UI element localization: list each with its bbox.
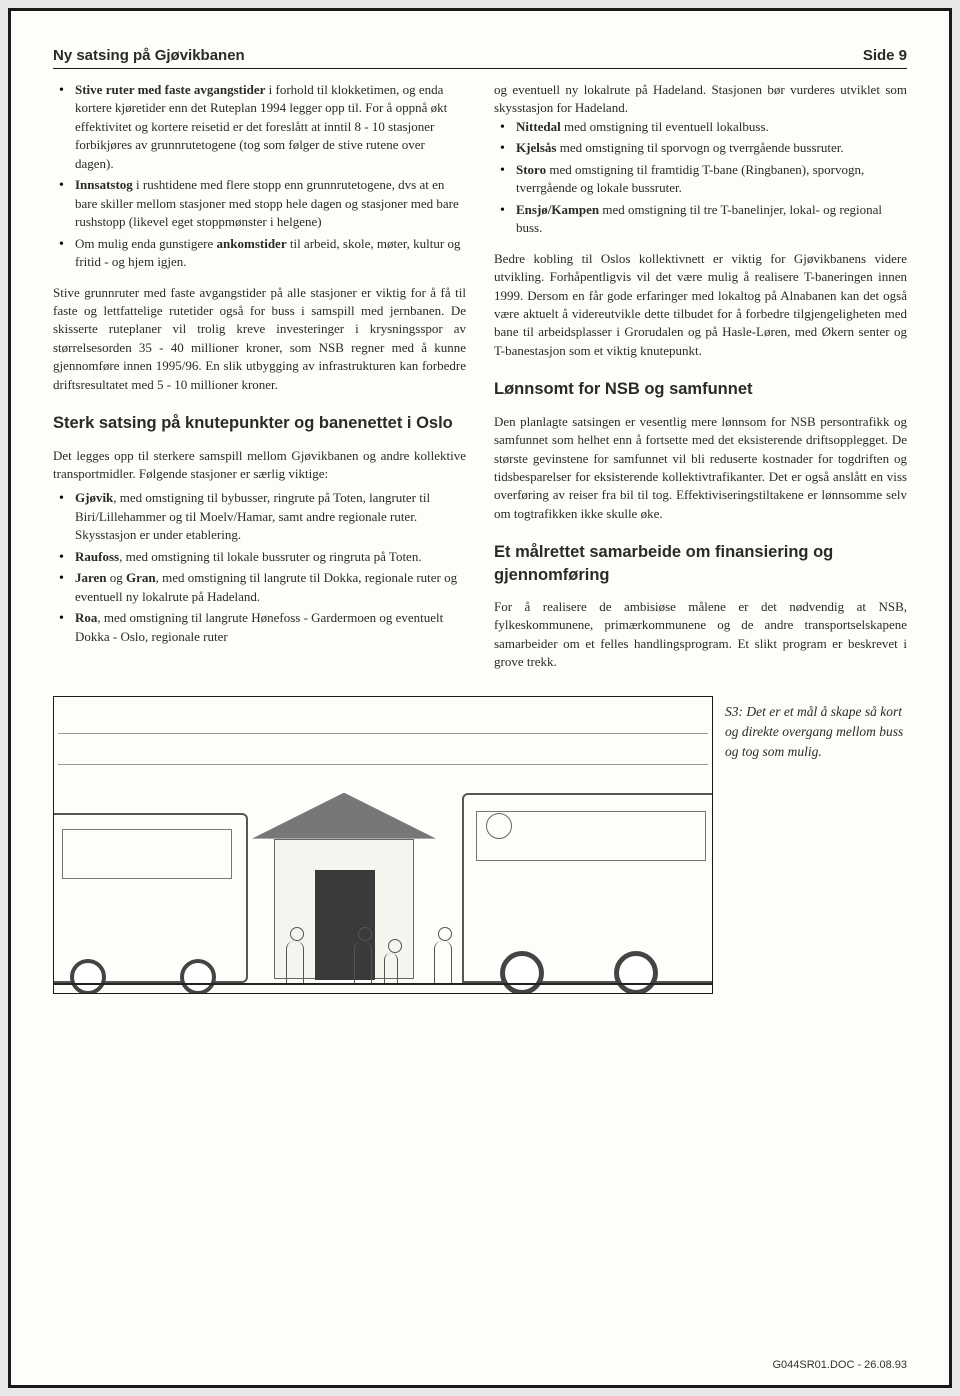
- right-paragraph-1: Bedre kobling til Oslos kollektivnett er…: [494, 250, 907, 361]
- bullet-item: Jaren og Gran, med omstigning til langru…: [53, 569, 466, 606]
- heading-lonnsomt: Lønnsomt for NSB og samfunnet: [494, 378, 907, 400]
- top-bullet-list: Stive ruter med faste avgangstider i for…: [53, 81, 466, 272]
- person-sketch: [354, 941, 372, 983]
- bus-wheel: [70, 959, 106, 994]
- right-paragraph-3: For å realisere de ambisiøse målene er d…: [494, 598, 907, 672]
- footer-doc-code: G044SR01.DOC - 26.08.93: [772, 1359, 907, 1371]
- header-title: Ny satsing på Gjøvikbanen: [53, 47, 245, 64]
- person-sketch: [434, 941, 452, 983]
- left-paragraph-1: Stive grunnruter med faste avgangstider …: [53, 284, 466, 395]
- shelter-roof: [252, 793, 436, 839]
- bullet-item: Kjelsås med omstigning til sporvogn og t…: [494, 139, 907, 157]
- figure-caption: S3: Det er et mål å skape så kort og dir…: [725, 696, 907, 994]
- person-sketch: [384, 953, 398, 983]
- platform-line: [54, 983, 712, 985]
- illustration-bus-train: [53, 696, 713, 994]
- train-sketch: [462, 793, 713, 983]
- header-page-number: Side 9: [863, 47, 907, 64]
- bus-window: [62, 829, 232, 879]
- train-window: [476, 811, 706, 861]
- bus-wheel: [180, 959, 216, 994]
- body-columns: Stive ruter med faste avgangstider i for…: [53, 81, 907, 684]
- bullet-item: Storo med omstigning til framtidig T-ban…: [494, 161, 907, 198]
- heading-samarbeide: Et målrettet samarbeide om finansiering …: [494, 541, 907, 586]
- bullet-item: Roa, med omstigning til langrute Hønefos…: [53, 609, 466, 646]
- bullet-item: Raufoss, med omstigning til lokale bussr…: [53, 548, 466, 566]
- bus-sketch: [53, 813, 248, 983]
- figure-row: S3: Det er et mål å skape så kort og dir…: [53, 696, 907, 994]
- bullet-item: Gjøvik, med omstigning til bybusser, rin…: [53, 489, 466, 544]
- page-header: Ny satsing på Gjøvikbanen Side 9: [53, 47, 907, 69]
- right-continuation: og eventuell ny lokalrute på Hadeland. S…: [494, 81, 907, 118]
- left-paragraph-2: Det legges opp til sterkere samspill mel…: [53, 447, 466, 484]
- oslo-bullet-list: Nittedal med omstigning til eventuell lo…: [494, 118, 907, 238]
- right-column: og eventuell ny lokalrute på Hadeland. S…: [494, 81, 907, 684]
- overhead-wires: [58, 733, 708, 765]
- person-sketch: [286, 941, 304, 983]
- page: Ny satsing på Gjøvikbanen Side 9 Stive r…: [8, 8, 952, 1388]
- train-wheel: [614, 951, 658, 994]
- right-paragraph-2: Den planlagte satsingen er vesentlig mer…: [494, 413, 907, 524]
- heading-knutepunkter: Sterk satsing på knutepunkter og banenet…: [53, 412, 466, 434]
- bullet-item: Stive ruter med faste avgangstider i for…: [53, 81, 466, 173]
- train-driver: [486, 813, 512, 839]
- left-column: Stive ruter med faste avgangstider i for…: [53, 81, 466, 684]
- bullet-item: Ensjø/Kampen med omstigning til tre T-ba…: [494, 201, 907, 238]
- bullet-item: Om mulig enda gunstigere ankomstider til…: [53, 235, 466, 272]
- station-bullet-list: Gjøvik, med omstigning til bybusser, rin…: [53, 489, 466, 646]
- bullet-item: Innsatstog i rushtidene med flere stopp …: [53, 176, 466, 231]
- train-wheel: [500, 951, 544, 994]
- bullet-item: Nittedal med omstigning til eventuell lo…: [494, 118, 907, 136]
